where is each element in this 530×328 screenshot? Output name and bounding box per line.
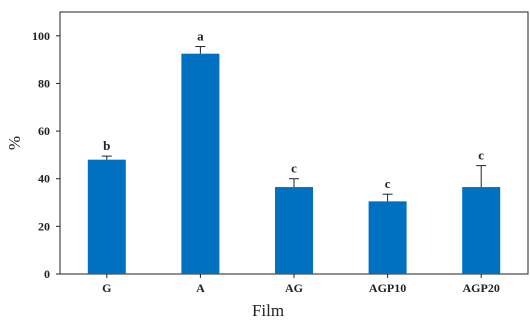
- bar: [87, 159, 126, 274]
- category-label: A: [196, 281, 205, 295]
- category-label: AG: [285, 281, 303, 295]
- bar: [462, 187, 501, 274]
- y-tick-label: 40: [38, 172, 50, 186]
- y-tick-label: 20: [38, 219, 50, 233]
- error-bars-group: [101, 46, 487, 202]
- bar: [275, 187, 313, 274]
- y-tick-label: 60: [38, 124, 50, 138]
- y-axis-title: %: [5, 136, 24, 150]
- category-labels-group: G A AG AGP10 AGP20: [102, 274, 500, 295]
- category-label: AGP20: [463, 281, 500, 295]
- bar: [181, 53, 220, 274]
- significance-labels-group: b a c c c: [103, 29, 484, 192]
- significance-label: c: [385, 176, 391, 191]
- category-label: G: [102, 281, 111, 295]
- significance-label: b: [103, 138, 110, 153]
- significance-label: a: [197, 29, 204, 44]
- y-tick-label: 80: [38, 76, 50, 90]
- bars-group: [87, 53, 501, 274]
- y-tick-label: 0: [44, 267, 50, 281]
- significance-label: c: [478, 148, 484, 163]
- y-tick-label: 100: [32, 29, 50, 43]
- bar: [368, 201, 407, 274]
- y-axis-ticks: 0 20 40 60 80 100: [32, 29, 60, 281]
- significance-label: c: [291, 161, 297, 176]
- x-axis-title: Film: [252, 301, 284, 320]
- category-label: AGP10: [369, 281, 406, 295]
